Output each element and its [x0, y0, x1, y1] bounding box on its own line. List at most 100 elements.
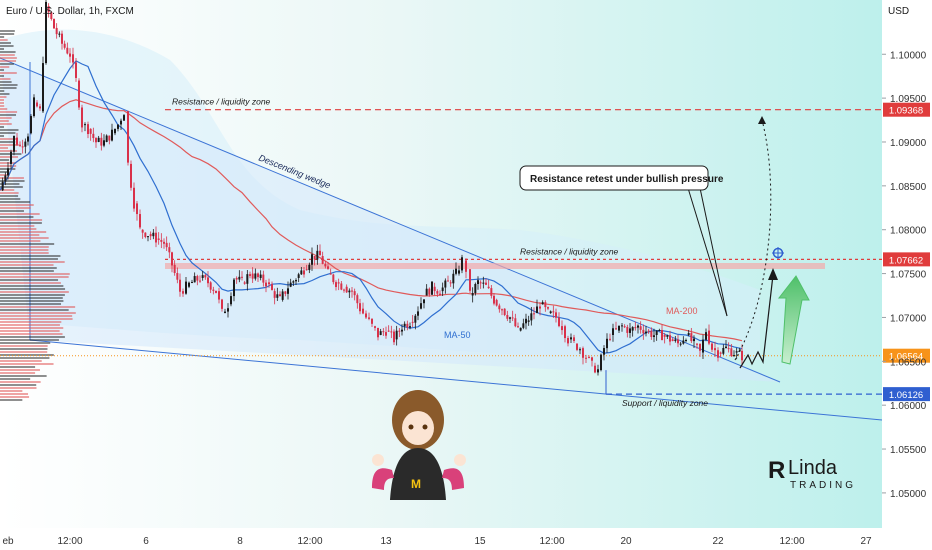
- volume-profile-bar: [0, 243, 55, 245]
- sticker-right-arm: [442, 468, 464, 490]
- y-tick-label: 1.06000: [890, 401, 927, 412]
- candle-body: [368, 317, 370, 319]
- candle-body: [348, 290, 351, 293]
- candle-body: [690, 333, 693, 342]
- volume-profile-bar: [0, 51, 16, 53]
- ma-200-label: MA-200: [666, 306, 698, 316]
- volume-profile-bar: [0, 30, 15, 32]
- candle-body: [117, 124, 119, 129]
- candle-body: [702, 339, 704, 353]
- volume-profile-bar: [0, 330, 60, 332]
- candle-body: [663, 334, 666, 337]
- volume-profile-bar: [0, 375, 47, 377]
- candle-body: [637, 325, 639, 328]
- candle-body: [594, 365, 596, 373]
- candle-body: [182, 291, 184, 294]
- candle-body: [612, 328, 614, 335]
- candle-body: [439, 293, 441, 296]
- candle-body: [351, 290, 353, 292]
- x-tick-label: 20: [620, 536, 632, 547]
- candle-body: [221, 299, 223, 309]
- volume-profile-bar: [0, 270, 54, 272]
- volume-profile-bar: [0, 135, 4, 137]
- candle-body: [345, 286, 348, 293]
- volume-profile-bar: [0, 132, 16, 134]
- candle-body: [547, 307, 549, 309]
- candle-body: [332, 274, 335, 283]
- last-price-tag: [883, 348, 930, 363]
- candle-body: [10, 151, 12, 164]
- candle-body: [479, 282, 482, 284]
- candle-body: [671, 339, 674, 341]
- level-price-tag-text: 1.07662: [889, 255, 923, 266]
- volume-profile-bar: [0, 387, 37, 389]
- brand-logo-tagline: TRADING: [790, 480, 856, 491]
- candle-body: [120, 120, 122, 125]
- candle-body: [591, 357, 593, 361]
- candle-body: [444, 280, 447, 288]
- candle-body: [72, 54, 74, 63]
- candle-body: [19, 144, 21, 146]
- candle-body: [552, 311, 555, 313]
- brand-logo-monogram: R: [768, 457, 785, 484]
- volume-profile-bar: [0, 102, 4, 104]
- volume-profile-bar: [0, 336, 65, 338]
- candle-body: [39, 106, 41, 109]
- candle-body: [631, 327, 634, 331]
- x-tick-label: 13: [380, 536, 392, 547]
- candle-body: [409, 326, 411, 328]
- candle-body: [7, 168, 9, 176]
- candle-body: [719, 352, 722, 354]
- candle-body: [495, 299, 498, 306]
- candle-body: [477, 280, 479, 284]
- candle-body: [100, 137, 103, 146]
- projection-arrowhead: [768, 268, 778, 280]
- volume-profile-bar: [0, 360, 42, 362]
- candle-body: [658, 329, 661, 331]
- volume-profile-bar: [0, 42, 11, 44]
- candle-body: [284, 291, 287, 294]
- volume-profile-bar: [0, 201, 31, 203]
- candle-body: [573, 337, 575, 341]
- volume-profile-bar: [0, 282, 61, 284]
- volume-profile-bar: [0, 117, 12, 119]
- candle-body: [741, 350, 743, 361]
- candle-body: [390, 331, 393, 333]
- candle-body: [308, 264, 311, 271]
- candle-body: [725, 346, 727, 348]
- volume-profile-bar: [0, 45, 14, 47]
- candle-body: [218, 291, 220, 300]
- candle-body: [152, 232, 155, 237]
- candle-body: [570, 337, 572, 340]
- candle-body: [303, 270, 305, 275]
- candle-body: [606, 338, 608, 349]
- y-tick-label: 1.10000: [890, 50, 927, 61]
- projection-dotted-arc: [734, 119, 772, 361]
- candle-body: [433, 286, 436, 292]
- candle-body: [69, 53, 71, 57]
- candle-body: [609, 338, 611, 340]
- candle-body: [42, 63, 44, 112]
- candle-body: [257, 273, 259, 278]
- ma-200-line: [0, 99, 743, 342]
- volume-profile-bar: [0, 129, 19, 131]
- candle-body: [171, 252, 173, 266]
- candle-body: [179, 279, 181, 292]
- candle-body: [645, 331, 647, 334]
- candle-body: [482, 282, 485, 284]
- candle-body: [530, 313, 533, 321]
- candle-body: [327, 266, 329, 269]
- candle-body: [582, 348, 584, 358]
- candle-body: [21, 146, 24, 148]
- volume-profile-bar: [0, 399, 23, 401]
- candle-body: [411, 321, 414, 323]
- level-price-tag: [883, 387, 930, 402]
- volume-profile-bar: [0, 63, 14, 65]
- ma-50-line: [0, 60, 743, 354]
- volume-profile-bar: [0, 342, 51, 344]
- candle-body: [324, 263, 327, 267]
- level-price-tag-text: 1.06126: [889, 390, 923, 401]
- volume-profile-bar: [0, 234, 40, 236]
- candle-body: [714, 348, 716, 351]
- candle-body: [319, 250, 321, 256]
